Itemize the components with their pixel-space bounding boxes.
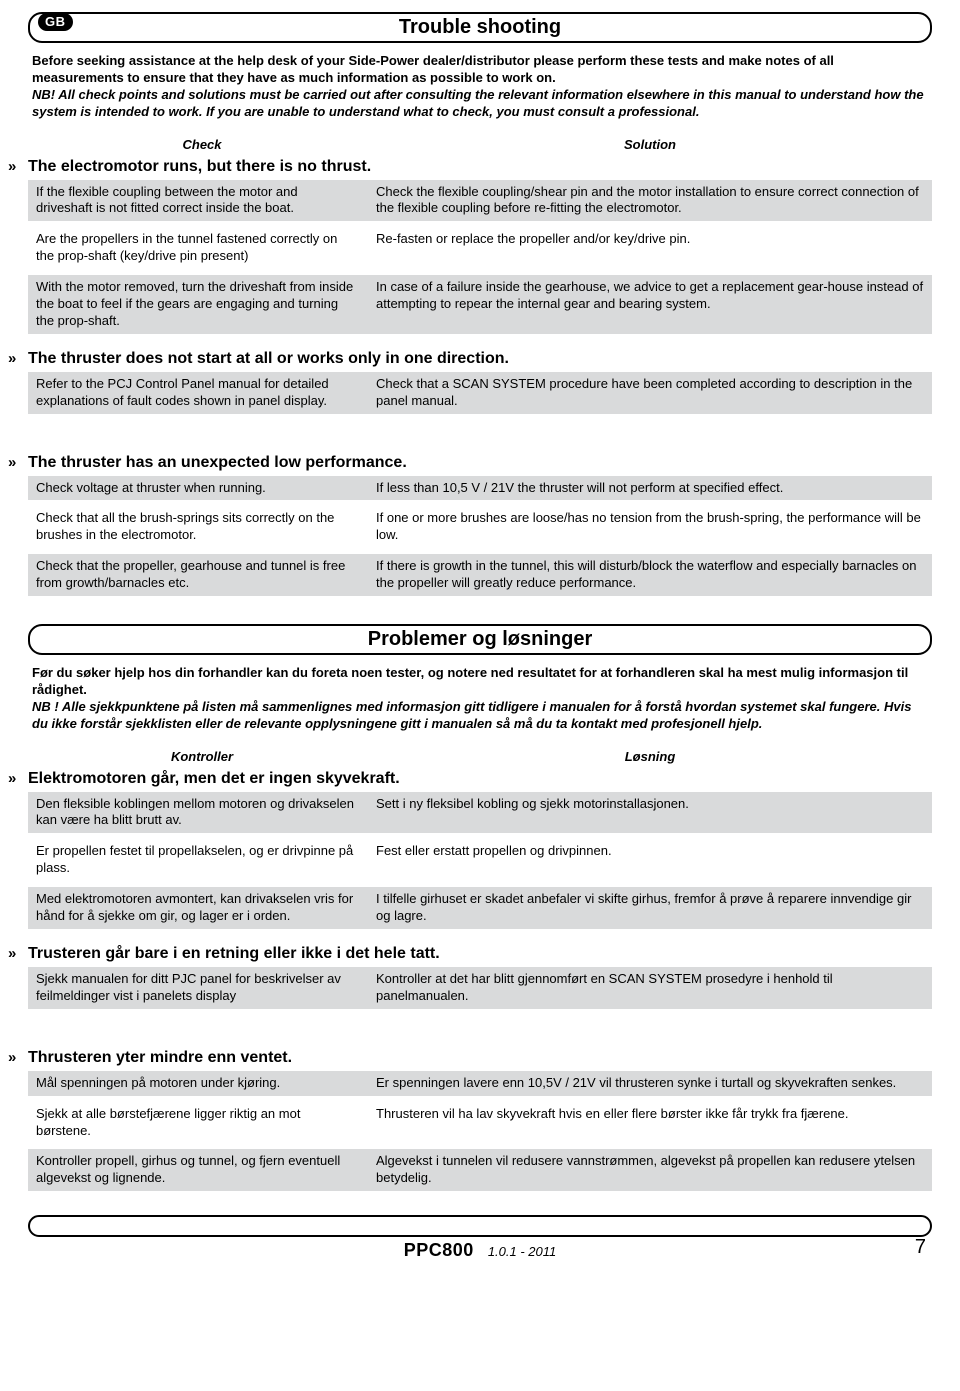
check-cell: With the motor removed, turn the drivesh… <box>36 279 356 330</box>
check-cell: Den fleksible koblingen mellom motoren o… <box>36 796 356 830</box>
intro-gb: Before seeking assistance at the help de… <box>32 53 928 121</box>
check-cell: Check that the propeller, gearhouse and … <box>36 558 356 592</box>
section-marker: » <box>8 350 28 367</box>
solution-cell: Check the flexible coupling/shear pin an… <box>376 184 924 218</box>
title-bar-no: Problemer og løsninger <box>28 624 932 655</box>
intro-bold: Før du søker hjelp hos din forhandler ka… <box>32 665 908 697</box>
intro-nb: NB! All check points and solutions must … <box>32 87 924 119</box>
columns-header-no: Kontroller Løsning <box>32 749 928 764</box>
section-marker: » <box>8 158 28 175</box>
solution-cell: Check that a SCAN SYSTEM procedure have … <box>376 376 924 410</box>
section-marker: » <box>8 945 28 962</box>
footer: PPC800 1.0.1 - 2011 7 <box>28 1215 932 1261</box>
solution-cell: Re-fasten or replace the propeller and/o… <box>376 231 924 265</box>
solution-cell: I tilfelle girhuset er skadet anbefaler … <box>376 891 924 925</box>
table-row: Sjekk manualen for ditt PJC panel for be… <box>28 967 932 1009</box>
solution-cell: In case of a failure inside the gearhous… <box>376 279 924 330</box>
table-row: Den fleksible koblingen mellom motoren o… <box>28 792 932 834</box>
section-heading: The electromotor runs, but there is no t… <box>28 158 371 176</box>
table-row: Check that all the brush-springs sits co… <box>28 506 932 548</box>
check-cell: Check that all the brush-springs sits co… <box>36 510 356 544</box>
solution-cell: Er spenningen lavere enn 10,5V / 21V vil… <box>376 1075 924 1092</box>
table-row: Er propellen festet til propellakselen, … <box>28 839 932 881</box>
footer-line: PPC800 1.0.1 - 2011 <box>28 1240 932 1261</box>
solution-cell: Fest eller erstatt propellen og drivpinn… <box>376 843 924 877</box>
check-cell: If the flexible coupling between the mot… <box>36 184 356 218</box>
solution-cell: Algevekst i tunnelen vil redusere vannst… <box>376 1153 924 1187</box>
table-row: Check voltage at thruster when running. … <box>28 476 932 501</box>
solution-cell: Kontroller at det har blitt gjennomført … <box>376 971 924 1005</box>
section-title: » The electromotor runs, but there is no… <box>8 158 932 176</box>
section-heading: Trusteren går bare i en retning eller ik… <box>28 945 440 963</box>
check-header: Check <box>32 137 372 152</box>
check-cell: Refer to the PCJ Control Panel manual fo… <box>36 376 356 410</box>
section-heading: Elektromotoren går, men det er ingen sky… <box>28 770 400 788</box>
check-cell: Mål spenningen på motoren under kjøring. <box>36 1075 356 1092</box>
section-title: » The thruster has an unexpected low per… <box>8 454 932 472</box>
columns-header-gb: Check Solution <box>32 137 928 152</box>
section-heading: Thrusteren yter mindre enn ventet. <box>28 1049 292 1067</box>
table-row: Med elektromotoren avmontert, kan drivak… <box>28 887 932 929</box>
solution-cell: Sett i ny fleksibel kobling og sjekk mot… <box>376 796 924 830</box>
check-cell: Are the propellers in the tunnel fastene… <box>36 231 356 265</box>
section-heading: The thruster has an unexpected low perfo… <box>28 454 407 472</box>
check-cell: Check voltage at thruster when running. <box>36 480 356 497</box>
check-cell: Sjekk at alle børstefjærene ligger rikti… <box>36 1106 356 1140</box>
section-marker: » <box>8 454 28 471</box>
check-cell: Kontroller propell, girhus og tunnel, og… <box>36 1153 356 1187</box>
footer-version: 1.0.1 - 2011 <box>488 1244 556 1259</box>
table-row: Sjekk at alle børstefjærene ligger rikti… <box>28 1102 932 1144</box>
table-row: Are the propellers in the tunnel fastene… <box>28 227 932 269</box>
solution-cell: If less than 10,5 V / 21V the thruster w… <box>376 480 924 497</box>
section-heading: The thruster does not start at all or wo… <box>28 350 509 368</box>
page-number: 7 <box>915 1236 926 1259</box>
table-row: With the motor removed, turn the drivesh… <box>28 275 932 334</box>
table-row: Refer to the PCJ Control Panel manual fo… <box>28 372 932 414</box>
table-row: If the flexible coupling between the mot… <box>28 180 932 222</box>
solution-cell: If one or more brushes are loose/has no … <box>376 510 924 544</box>
check-cell: Med elektromotoren avmontert, kan drivak… <box>36 891 356 925</box>
section-title: » Trusteren går bare i en retning eller … <box>8 945 932 963</box>
page-title-gb: Trouble shooting <box>40 16 920 39</box>
intro-nb: NB ! Alle sjekkpunktene på listen må sam… <box>32 699 911 731</box>
intro-bold: Before seeking assistance at the help de… <box>32 53 834 85</box>
table-row: Check that the propeller, gearhouse and … <box>28 554 932 596</box>
section-marker: » <box>8 1049 28 1066</box>
lang-badge: GB <box>38 13 73 31</box>
footer-model: PPC800 <box>404 1240 474 1261</box>
solution-header: Løsning <box>372 749 928 764</box>
section-marker: » <box>8 770 28 787</box>
section-title: » Elektromotoren går, men det er ingen s… <box>8 770 932 788</box>
title-bar-gb: GB Trouble shooting <box>28 12 932 43</box>
check-header: Kontroller <box>32 749 372 764</box>
table-row: Mål spenningen på motoren under kjøring.… <box>28 1071 932 1096</box>
section-title: » Thrusteren yter mindre enn ventet. <box>8 1049 932 1067</box>
intro-no: Før du søker hjelp hos din forhandler ka… <box>32 665 928 733</box>
solution-cell: If there is growth in the tunnel, this w… <box>376 558 924 592</box>
footer-bar <box>28 1215 932 1237</box>
table-row: Kontroller propell, girhus og tunnel, og… <box>28 1149 932 1191</box>
solution-cell: Thrusteren vil ha lav skyvekraft hvis en… <box>376 1106 924 1140</box>
section-title: » The thruster does not start at all or … <box>8 350 932 368</box>
check-cell: Sjekk manualen for ditt PJC panel for be… <box>36 971 356 1005</box>
solution-header: Solution <box>372 137 928 152</box>
check-cell: Er propellen festet til propellakselen, … <box>36 843 356 877</box>
page-title-no: Problemer og løsninger <box>40 628 920 651</box>
